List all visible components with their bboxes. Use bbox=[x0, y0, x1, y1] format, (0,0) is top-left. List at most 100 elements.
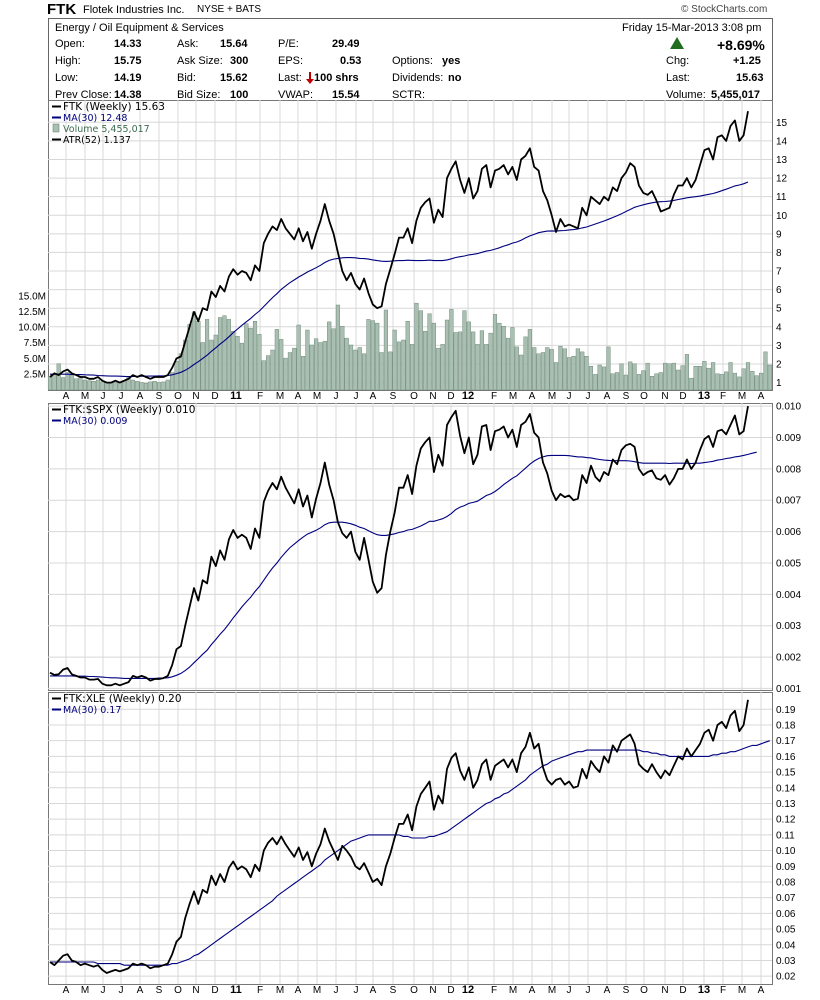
x-tick-label: O bbox=[410, 391, 418, 402]
volume-bar bbox=[74, 378, 79, 391]
y-tick-label: 5 bbox=[776, 304, 782, 315]
y-tick-label: 7 bbox=[776, 267, 782, 278]
y-tick-label: 0.009 bbox=[776, 433, 801, 444]
legend-price-label: FTK:$SPX (Weekly) 0.010 bbox=[63, 404, 195, 416]
y-tick-label: 9 bbox=[776, 229, 782, 240]
volume-bar bbox=[506, 337, 511, 391]
volume-bar bbox=[252, 321, 258, 391]
volume-bar bbox=[91, 381, 96, 391]
high-value: 15.75 bbox=[114, 55, 142, 67]
open-value: 14.33 bbox=[114, 38, 142, 50]
volume-tick-label: 10.0M bbox=[18, 323, 46, 334]
volume-bar bbox=[143, 382, 149, 391]
volume-bar bbox=[466, 321, 471, 391]
y-tick-label: 15 bbox=[776, 118, 788, 129]
volume-tick-label: 5.0M bbox=[24, 354, 46, 365]
stockcharts-brand[interactable]: © StockCharts.com bbox=[681, 4, 768, 15]
date-time: Friday 15-Mar-2013 3:08 pm bbox=[622, 22, 762, 34]
quote-box bbox=[48, 18, 773, 101]
y-tick-label: 0.002 bbox=[776, 653, 801, 664]
x-tick-label: A bbox=[604, 391, 611, 402]
volume-bar bbox=[139, 382, 144, 391]
x-tick-label: 13 bbox=[698, 390, 710, 402]
volume-bar bbox=[492, 314, 498, 391]
y-tick-label: 6 bbox=[776, 285, 782, 296]
vwap-value: 15.54 bbox=[332, 89, 360, 101]
y-tick-label: 0.006 bbox=[776, 527, 801, 538]
volume-bar bbox=[405, 321, 410, 391]
y-tick-label: 0.003 bbox=[776, 621, 801, 632]
y-tick-label: 0.16 bbox=[776, 752, 796, 763]
x-tick-label: O bbox=[640, 391, 648, 402]
vwap-label: VWAP: bbox=[278, 89, 314, 101]
x-tick-label: M bbox=[738, 391, 746, 402]
volume-bar bbox=[558, 346, 563, 391]
x-tick-label: O bbox=[174, 391, 182, 402]
price-line bbox=[49, 699, 749, 974]
prev-close-value: 14.38 bbox=[114, 89, 142, 101]
x-tick-label: J bbox=[567, 985, 572, 996]
eps-label: EPS: bbox=[278, 55, 304, 67]
last-value: 15.63 bbox=[736, 72, 764, 84]
volume-bar bbox=[527, 329, 532, 391]
x-tick-label: M bbox=[81, 985, 89, 996]
panel-frame bbox=[48, 403, 773, 691]
exchange-label: NYSE + BATS bbox=[197, 4, 262, 15]
y-tick-label: 0.10 bbox=[776, 846, 796, 857]
y-tick-label: 0.010 bbox=[776, 402, 801, 413]
volume-bar bbox=[318, 342, 323, 391]
volume-bar bbox=[593, 374, 598, 391]
volume-bar bbox=[274, 329, 279, 391]
x-tick-label: A bbox=[758, 985, 765, 996]
bid-label: Bid: bbox=[177, 72, 196, 84]
volume-bar bbox=[104, 382, 109, 391]
volume-bar bbox=[353, 349, 358, 391]
volume-bar bbox=[689, 377, 694, 391]
y-tick-label: 0.008 bbox=[776, 464, 801, 475]
x-tick-label: S bbox=[390, 391, 397, 402]
volume-bar bbox=[239, 342, 245, 391]
volume-bar bbox=[261, 360, 266, 391]
panel-frame bbox=[48, 100, 773, 391]
volume-bar bbox=[362, 353, 367, 391]
volume-bar bbox=[615, 372, 620, 391]
down-arrow-icon bbox=[306, 72, 314, 84]
volume-bar bbox=[663, 362, 668, 391]
volume-bar bbox=[431, 322, 436, 391]
open-label: Open: bbox=[55, 38, 85, 50]
volume-bar bbox=[327, 321, 332, 391]
x-tick-label: M bbox=[81, 391, 89, 402]
volume-bar bbox=[645, 362, 650, 391]
volume-bar bbox=[684, 354, 689, 391]
volume-bar bbox=[510, 327, 515, 391]
panel-frame bbox=[48, 692, 773, 985]
y-tick-label: 0.007 bbox=[776, 496, 801, 507]
ticker-symbol[interactable]: FTK bbox=[47, 1, 77, 18]
volume-bar bbox=[750, 371, 755, 391]
y-tick-label: 0.04 bbox=[776, 940, 796, 951]
x-tick-label: A bbox=[370, 391, 377, 402]
volume-bar bbox=[571, 356, 576, 391]
volume-bar bbox=[148, 381, 153, 391]
volume-bar bbox=[174, 361, 179, 391]
volume-bar bbox=[170, 372, 175, 391]
volume-bar bbox=[296, 324, 301, 391]
ask-size-label: Ask Size: bbox=[177, 55, 223, 67]
volume-bar bbox=[78, 377, 83, 391]
x-tick-label: O bbox=[174, 985, 182, 996]
volume-bar bbox=[61, 377, 66, 391]
volume-bar bbox=[479, 330, 484, 391]
x-tick-label: A bbox=[295, 391, 302, 402]
x-tick-label: 11 bbox=[230, 984, 242, 996]
volume-tick-label: 12.5M bbox=[18, 307, 46, 318]
y-tick-label: 12 bbox=[776, 174, 788, 185]
volume-bar bbox=[711, 362, 716, 391]
legend-ma-label: MA(30) 0.009 bbox=[63, 416, 127, 427]
x-tick-label: 11 bbox=[230, 390, 242, 402]
x-tick-label: M bbox=[276, 985, 284, 996]
low-label: Low: bbox=[55, 72, 79, 84]
volume-value: 5,455,017 bbox=[711, 89, 760, 101]
x-tick-label: A bbox=[137, 985, 144, 996]
volume-bar bbox=[636, 374, 641, 391]
volume-bar bbox=[693, 366, 698, 391]
